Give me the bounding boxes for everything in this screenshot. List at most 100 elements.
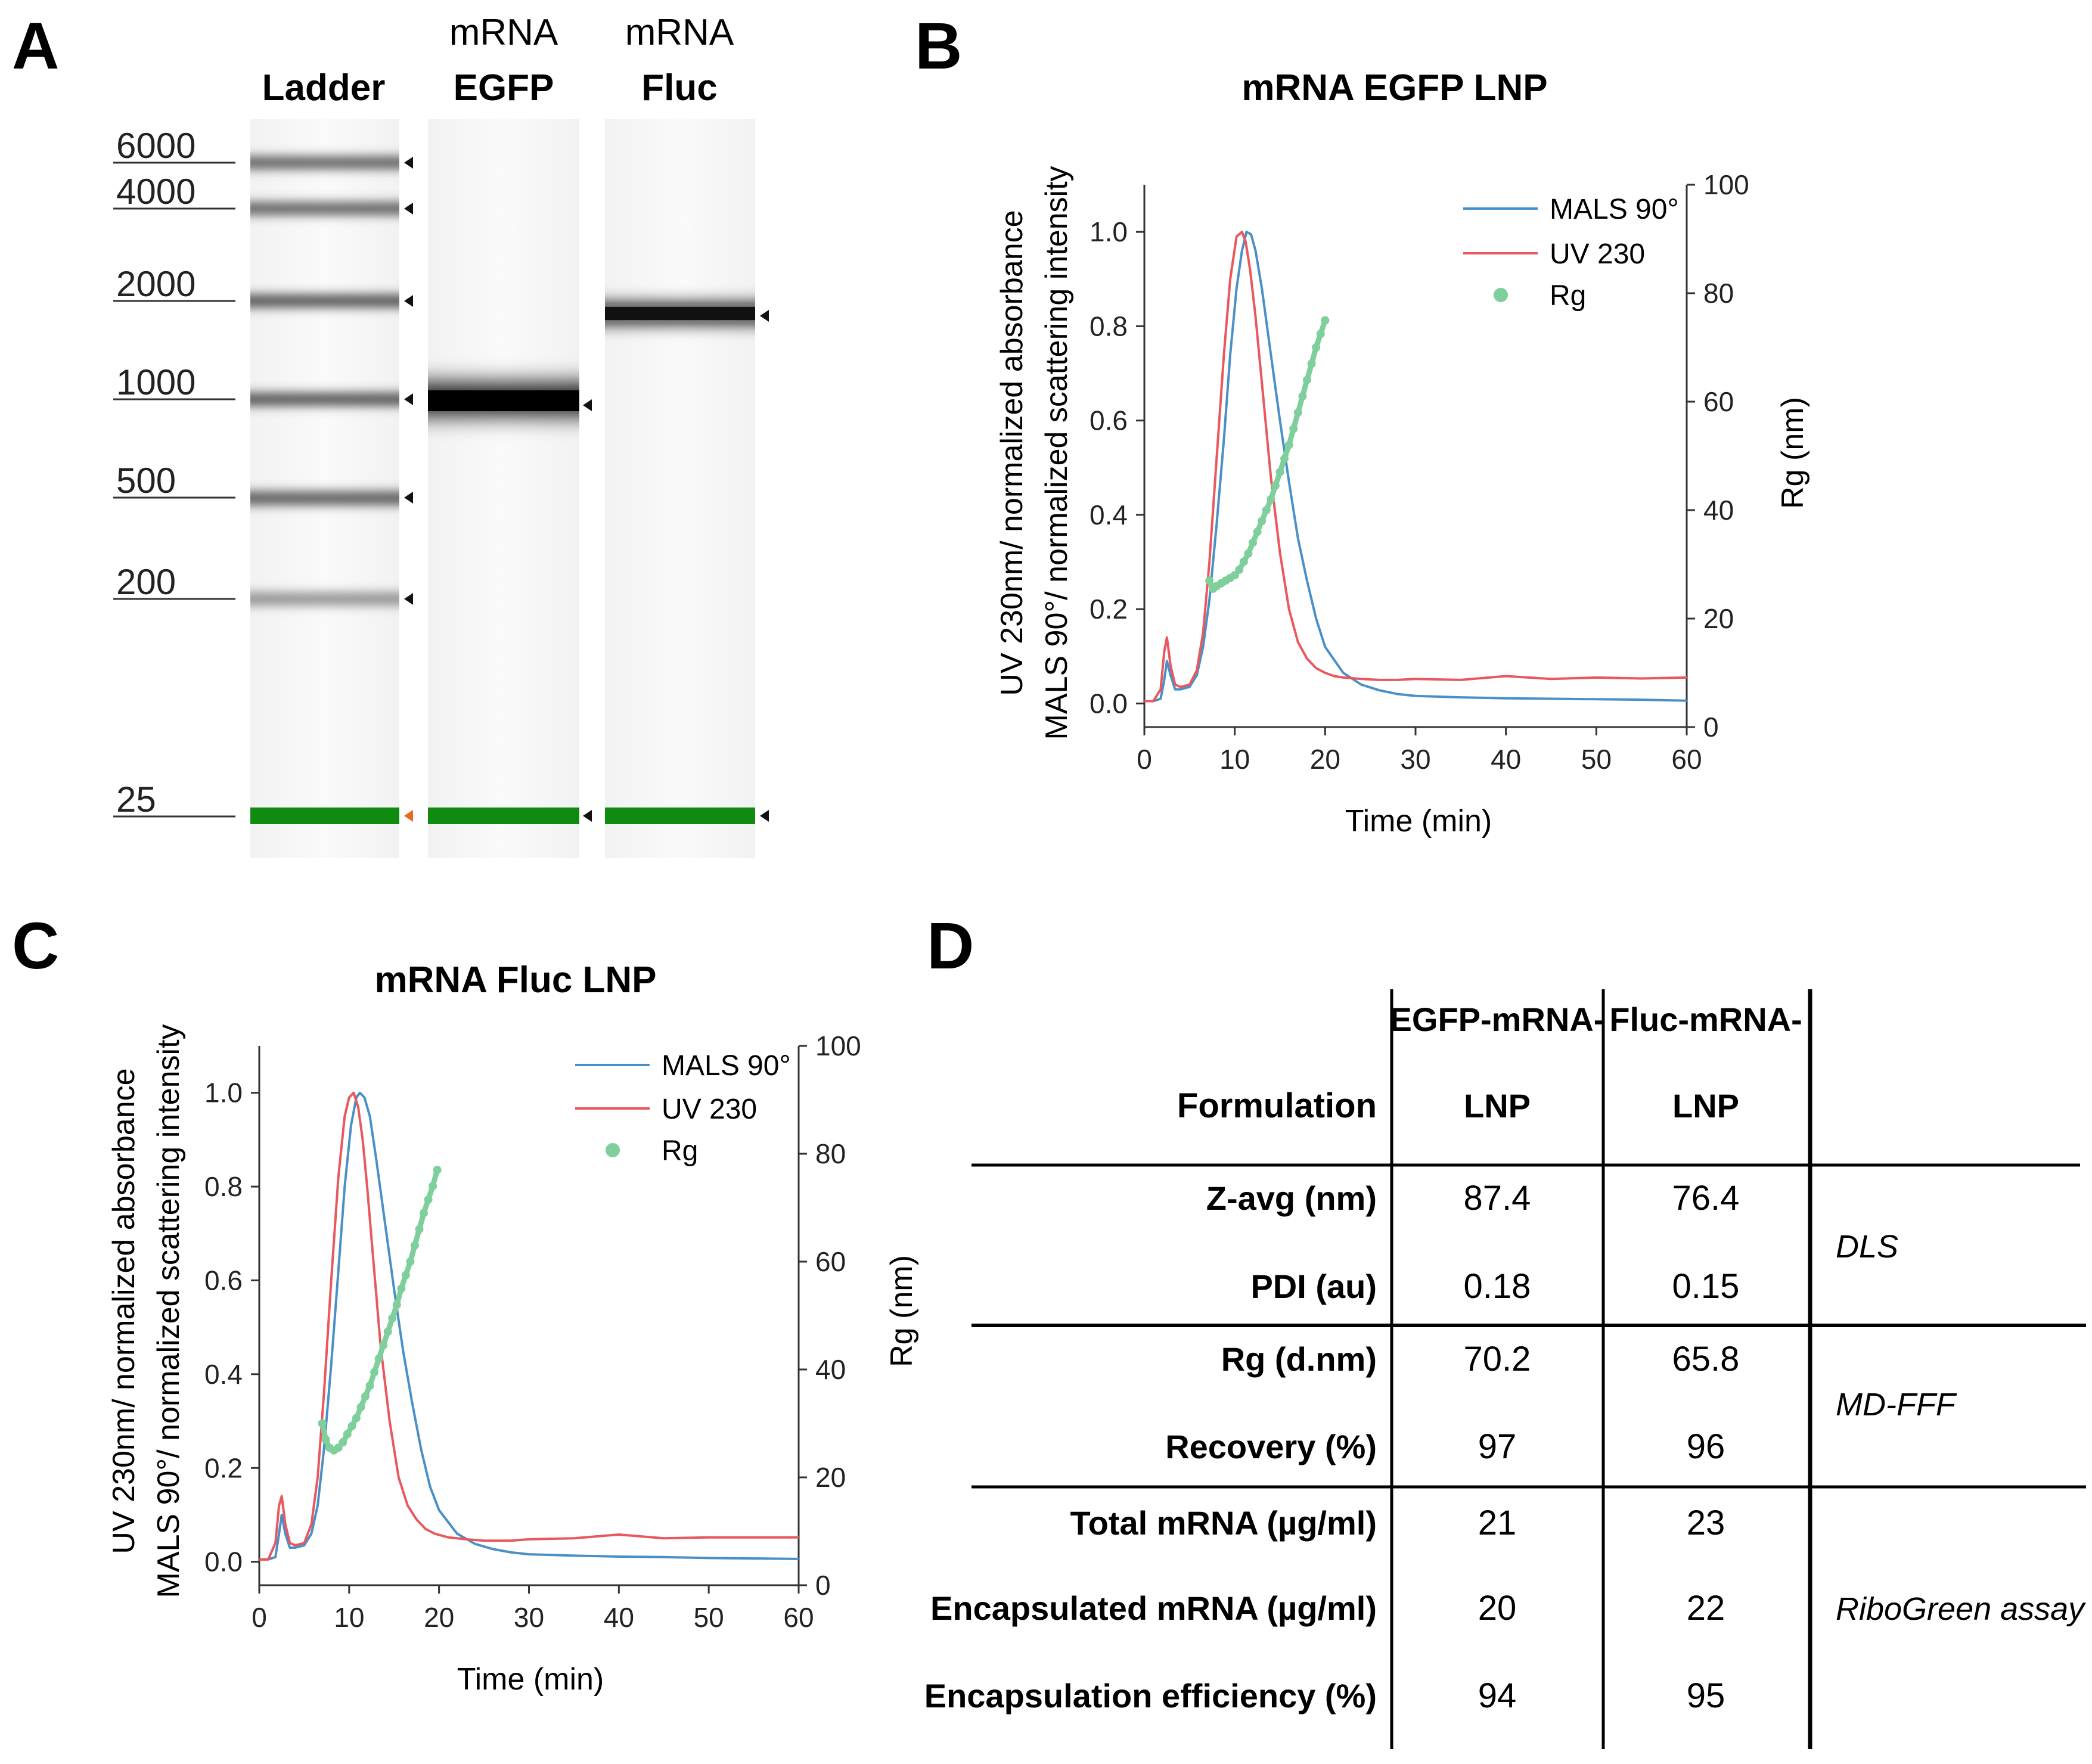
ladder-size-200: 200 bbox=[116, 562, 176, 602]
plot-area bbox=[259, 1091, 799, 1561]
header-egfp-line1: EGFP-mRNA- bbox=[1390, 1001, 1605, 1038]
lane-label-fluc-top: mRNA bbox=[625, 12, 734, 53]
row-label: Recovery (%) bbox=[1165, 1428, 1377, 1465]
y-axis-label-2: MALS 90°/ normalized scattering intensit… bbox=[1039, 166, 1074, 740]
ladder-size-25: 25 bbox=[116, 779, 156, 819]
y2-tick-label: 60 bbox=[815, 1246, 846, 1277]
cell-egfp: 94 bbox=[1478, 1676, 1517, 1715]
legend-label-rg: Rg bbox=[1550, 280, 1586, 312]
table-row: Encapsulated mRNA (µg/ml) 20 22 bbox=[930, 1589, 1725, 1628]
row-label: Encapsulated mRNA (µg/ml) bbox=[930, 1589, 1377, 1627]
x-tick-label: 40 bbox=[1491, 744, 1521, 775]
y-tick-label: 0.6 bbox=[204, 1265, 243, 1296]
cell-fluc: 96 bbox=[1687, 1427, 1725, 1466]
y2-tick-label: 20 bbox=[815, 1462, 846, 1493]
ladder-size-500: 500 bbox=[116, 461, 176, 501]
header-egfp-line2: LNP bbox=[1464, 1087, 1531, 1125]
header-fluc-line2: LNP bbox=[1672, 1087, 1739, 1125]
arrow-icon-orange bbox=[404, 810, 413, 822]
table-row: PDI (au) 0.18 0.15 bbox=[1250, 1267, 1739, 1306]
row-label: Rg (d.nm) bbox=[1221, 1340, 1377, 1378]
y2-tick-label: 60 bbox=[1703, 386, 1734, 417]
series-line-mals bbox=[259, 1091, 799, 1561]
cell-egfp: 21 bbox=[1478, 1504, 1517, 1542]
x-tick-label: 10 bbox=[1219, 744, 1250, 775]
lane-ladder bbox=[250, 119, 399, 858]
panel-label-d: D bbox=[927, 909, 974, 983]
header-formulation: Formulation bbox=[1177, 1086, 1377, 1125]
y-tick-label: 1.0 bbox=[1090, 216, 1128, 247]
y-tick-label: 0.4 bbox=[204, 1359, 243, 1390]
ladder-band-6000 bbox=[250, 157, 399, 169]
arrow-icon bbox=[404, 157, 413, 169]
panel-label-a: A bbox=[12, 10, 59, 83]
table-row: Z-avg (nm) 87.4 76.4 bbox=[1206, 1179, 1740, 1218]
x-tick-label: 50 bbox=[1581, 744, 1612, 775]
gel-panel: Ladder mRNA EGFP mRNA Fluc 6000 4000 200… bbox=[113, 12, 769, 858]
method-dls: DLS bbox=[1836, 1229, 1898, 1265]
method-ribogreen: RiboGreen assay bbox=[1836, 1591, 2086, 1627]
cell-egfp: 87.4 bbox=[1464, 1179, 1531, 1218]
legend: MALS 90° UV 230 Rg bbox=[575, 1050, 791, 1167]
arrow-icon bbox=[404, 492, 413, 504]
y-tick-label: 0.2 bbox=[1090, 594, 1128, 625]
ladder-marker-band bbox=[250, 808, 399, 824]
y-tick-label: 0.8 bbox=[1090, 310, 1128, 341]
x-tick-label: 0 bbox=[1137, 744, 1152, 775]
chart-egfp-lnp: mRNA EGFP LNP UV 230nm/ normalized absor… bbox=[995, 67, 1810, 838]
x-tick-label: 0 bbox=[252, 1602, 267, 1633]
x-tick-label: 10 bbox=[334, 1602, 364, 1633]
egfp-marker-band bbox=[428, 808, 579, 824]
ladder-size-1000: 1000 bbox=[116, 362, 195, 402]
axis-ticks: 0 10 20 30 40 50 60 0.0 0.2 0.4 0.6 0.8 1.0 0 20 40 60 80… bbox=[204, 1030, 861, 1633]
legend-swatch-rg bbox=[606, 1143, 620, 1157]
x-axis-label: Time (min) bbox=[1345, 804, 1492, 838]
x-tick-label: 20 bbox=[424, 1602, 454, 1633]
series-line-uv bbox=[1144, 231, 1687, 703]
header-fluc-line1: Fluc-mRNA- bbox=[1609, 1001, 1802, 1038]
ladder-band-4000 bbox=[250, 203, 399, 215]
arrow-icon bbox=[404, 393, 413, 405]
y2-axis-label: Rg (nm) bbox=[1776, 397, 1810, 509]
rg-point bbox=[433, 1166, 442, 1175]
y-tick-label: 1.0 bbox=[204, 1077, 243, 1108]
x-tick-label: 60 bbox=[1671, 744, 1702, 775]
arrow-icon bbox=[760, 810, 769, 822]
method-mdfff: MD-FFF bbox=[1836, 1387, 1957, 1423]
table-row: Rg (d.nm) 70.2 65.8 bbox=[1221, 1340, 1740, 1378]
legend-label-uv: UV 230 bbox=[662, 1094, 757, 1125]
arrow-icon bbox=[404, 295, 413, 307]
lane-egfp bbox=[428, 119, 579, 858]
lane-label-ladder: Ladder bbox=[262, 67, 386, 108]
series-rg bbox=[318, 1166, 442, 1455]
y-tick-label: 0.0 bbox=[1090, 688, 1128, 719]
y2-tick-label: 100 bbox=[815, 1030, 861, 1061]
x-tick-label: 20 bbox=[1310, 744, 1340, 775]
chart-fluc-lnp: mRNA Fluc LNP UV 230nm/ normalized absor… bbox=[107, 959, 919, 1697]
cell-fluc: 23 bbox=[1687, 1504, 1725, 1542]
y-tick-label: 0.0 bbox=[204, 1546, 243, 1577]
row-label: Z-avg (nm) bbox=[1206, 1179, 1377, 1217]
x-tick-label: 50 bbox=[694, 1602, 724, 1633]
arrow-icon bbox=[404, 593, 413, 605]
cell-egfp: 97 bbox=[1478, 1427, 1517, 1466]
x-tick-label: 30 bbox=[514, 1602, 544, 1633]
row-label: PDI (au) bbox=[1250, 1268, 1377, 1305]
series-rg bbox=[1205, 316, 1330, 593]
y-tick-label: 0.8 bbox=[204, 1171, 243, 1202]
x-tick-label: 30 bbox=[1400, 744, 1430, 775]
results-table: Formulation EGFP-mRNA- LNP Fluc-mRNA- LN… bbox=[924, 989, 2086, 1749]
y2-tick-label: 40 bbox=[1703, 495, 1734, 526]
legend-swatch-rg bbox=[1494, 288, 1508, 302]
arrow-icon bbox=[583, 399, 592, 411]
x-tick-label: 60 bbox=[783, 1602, 814, 1633]
row-label: Encapsulation efficiency (%) bbox=[924, 1677, 1377, 1715]
ladder-band-200 bbox=[250, 593, 399, 605]
ladder-size-4000: 4000 bbox=[116, 172, 195, 212]
y-tick-label: 0.6 bbox=[1090, 405, 1128, 436]
ladder-size-6000: 6000 bbox=[116, 126, 195, 166]
rg-point bbox=[1321, 316, 1330, 325]
axis-ticks: 0 10 20 30 40 50 60 0.0 0.2 0.4 0.6 0.8 1.0 0 20 40 60 80… bbox=[1090, 169, 1749, 775]
arrow-icon bbox=[583, 810, 592, 822]
